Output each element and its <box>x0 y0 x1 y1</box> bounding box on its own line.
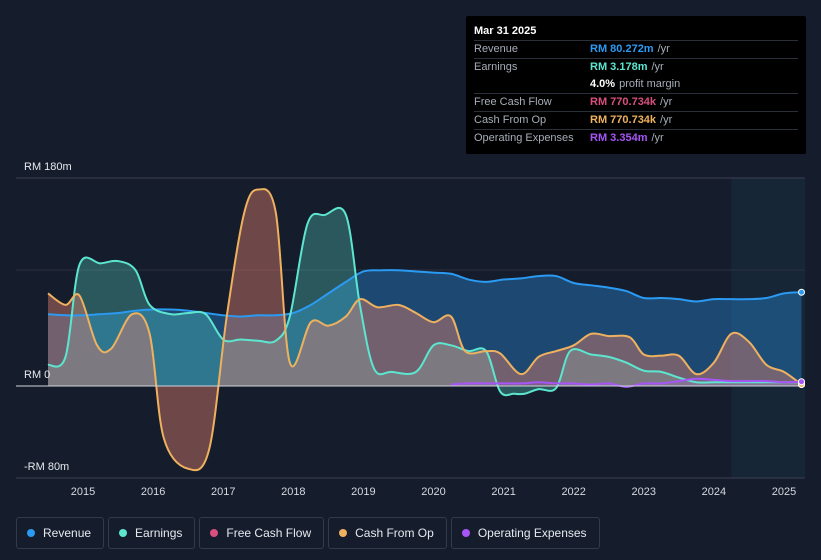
tooltip-row-unit: /yr <box>660 96 673 108</box>
y-label-top: RM 180m <box>24 161 72 173</box>
x-tick-2023: 2023 <box>632 486 656 498</box>
tooltip-row-unit: /yr <box>657 43 670 55</box>
area-earnings <box>48 207 802 396</box>
x-tick-2025: 2025 <box>772 486 796 498</box>
line-revenue <box>47 269 802 318</box>
x-axis-ticks: 2015 2016 2017 2018 2019 2020 2021 2022 2023 2024… <box>71 486 796 498</box>
legend-item-revenue[interactable]: Revenue <box>16 517 105 549</box>
tooltip-row-unit: /yr <box>651 61 664 73</box>
tooltip-row-revenue: Revenue RM 80.272m/yr <box>474 40 798 58</box>
x-tick-2019: 2019 <box>351 486 375 498</box>
tooltip-date: Mar 31 2025 <box>474 25 537 37</box>
legend-item-operating-expenses[interactable]: Operating Expenses <box>450 517 600 549</box>
x-tick-2022: 2022 <box>561 486 585 498</box>
x-tick-2015: 2015 <box>71 486 95 498</box>
tooltip-row-label: Cash From Op <box>474 114 547 126</box>
x-tick-2024: 2024 <box>702 486 726 498</box>
x-tick-2017: 2017 <box>211 486 235 498</box>
legend-dot-icon <box>27 529 35 537</box>
tooltip-row-unit: profit margin <box>619 78 681 90</box>
tooltip-rows: Revenue RM 80.272m/yr Earnings RM 3.178m/yr… <box>474 40 798 147</box>
area-revenue <box>48 270 802 386</box>
tooltip-row-value: RM 770.734k <box>590 114 657 126</box>
legend: Revenue Earnings Free Cash Flow Cash From O… <box>16 517 600 549</box>
legend-label: Cash From Op <box>355 526 434 540</box>
tooltip-row-cash-from-op: Cash From Op RM 770.734k/yr <box>474 111 798 129</box>
marker-operating-expenses <box>797 378 805 386</box>
legend-dot-icon <box>461 529 470 537</box>
y-label-bottom: -RM 80m <box>24 461 69 473</box>
legend-item-cash-from-op[interactable]: Cash From Op <box>328 517 447 549</box>
tooltip-row-value: 4.0% <box>590 78 616 90</box>
tooltip-row-label <box>474 76 590 93</box>
grid <box>16 177 805 479</box>
forecast-band <box>731 178 805 478</box>
marker-revenue <box>797 288 805 296</box>
tooltip-row-value: RM 770.734k <box>590 96 657 108</box>
line-operating-expenses <box>450 377 802 388</box>
legend-dot-icon <box>119 529 128 537</box>
tooltip-row-value: RM 3.178m <box>590 61 648 73</box>
x-tick-2020: 2020 <box>421 486 445 498</box>
tooltip-row-label: Operating Expenses <box>474 132 574 144</box>
chart: RM 180m RM 0 -RM 80m 2015 2016 2017 2018 201… <box>16 161 805 498</box>
legend-dot-icon <box>339 529 348 537</box>
tooltip-row-unit: /yr <box>651 132 664 144</box>
x-tick-2021: 2021 <box>491 486 515 498</box>
tooltip-row-profit-margin: 4.0% profit margin <box>474 76 798 93</box>
series-lines <box>47 188 803 472</box>
tooltip-row-label: Free Cash Flow <box>474 96 552 108</box>
tooltip-row-free-cash-flow: Free Cash Flow RM 770.734k/yr <box>474 93 798 111</box>
tooltip-row-value: RM 80.272m <box>590 43 654 55</box>
tooltip-row-unit: /yr <box>660 114 673 126</box>
tooltip-row-label: Earnings <box>474 61 518 73</box>
legend-label: Earnings <box>135 526 183 540</box>
legend-dot-icon <box>210 529 219 537</box>
x-tick-2018: 2018 <box>281 486 305 498</box>
line-cash-from-op <box>47 188 803 472</box>
x-tick-2016: 2016 <box>141 486 165 498</box>
legend-item-earnings[interactable]: Earnings <box>108 517 196 549</box>
legend-label: Operating Expenses <box>477 526 587 540</box>
tooltip-row-earnings: Earnings RM 3.178m/yr <box>474 58 798 76</box>
tooltip-row-label: Revenue <box>474 43 519 55</box>
legend-item-free-cash-flow[interactable]: Free Cash Flow <box>199 517 325 549</box>
series-end-markers <box>797 288 805 389</box>
y-label-zero: RM 0 <box>24 369 50 381</box>
tooltip-row-operating-expenses: Operating Expenses RM 3.354m/yr <box>474 129 798 147</box>
legend-label: Revenue <box>43 526 92 540</box>
legend-label: Free Cash Flow <box>226 526 312 540</box>
line-earnings <box>47 206 802 397</box>
tooltip-row-value: RM 3.354m <box>590 132 648 144</box>
tooltip: Mar 31 2025 Revenue RM 80.272m/yr Earnings… <box>466 16 806 154</box>
